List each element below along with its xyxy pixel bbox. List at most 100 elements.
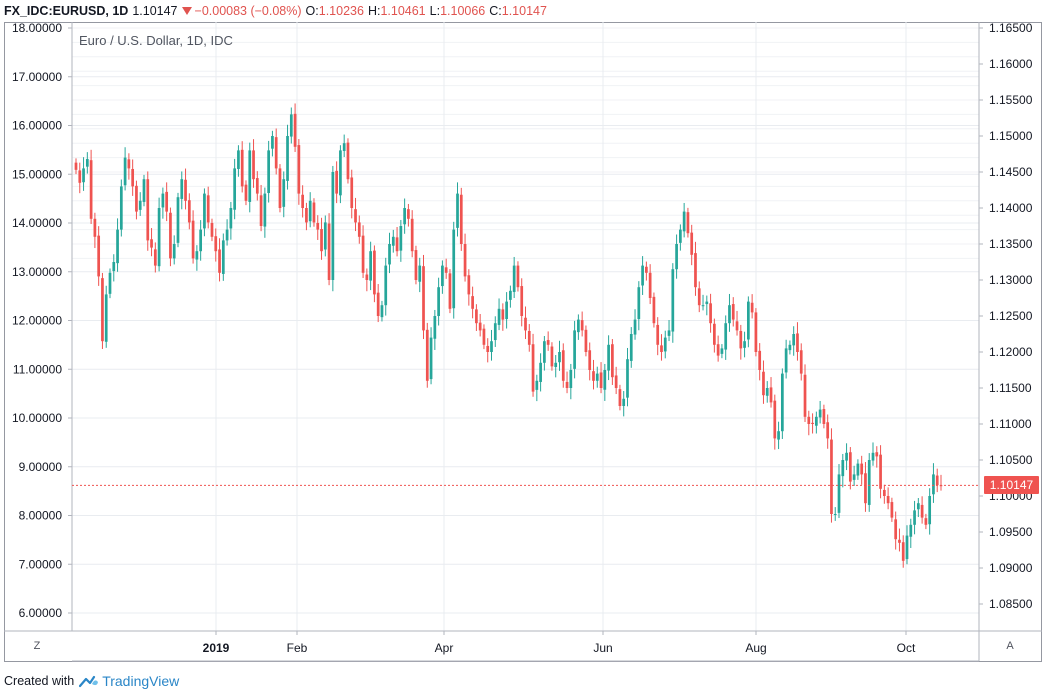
candle-body bbox=[391, 236, 395, 246]
candle-body bbox=[580, 320, 584, 331]
time-axis-ticks: 2019 Feb Apr Jun Aug Oct bbox=[203, 631, 916, 655]
candle-body bbox=[305, 208, 308, 223]
candle-body bbox=[524, 317, 527, 331]
right-tick-label: 1.14000 bbox=[989, 201, 1033, 215]
candle-body bbox=[199, 229, 203, 252]
last-price-value: 1.10147 bbox=[132, 4, 178, 18]
candle-body bbox=[369, 251, 372, 281]
candle-body bbox=[750, 302, 754, 313]
candle-body bbox=[637, 287, 641, 320]
candle-body bbox=[331, 172, 335, 280]
right-tick-label: 1.13000 bbox=[989, 273, 1033, 287]
zoom-button[interactable]: Z bbox=[33, 640, 41, 652]
candle-body bbox=[720, 348, 724, 354]
close-label: C: bbox=[489, 4, 502, 18]
candle-body bbox=[263, 193, 267, 227]
candle-body bbox=[441, 265, 444, 287]
high-value: 1.10461 bbox=[380, 4, 426, 18]
symbol-header: FX_IDC:EURUSD, 1D 1.10147 −0.00083 (−0.0… bbox=[0, 0, 1044, 22]
right-axis-ticks: 1.16500 1.16000 1.15500 1.15000 1.14500 1.140… bbox=[979, 21, 1033, 611]
candle-body bbox=[577, 319, 580, 333]
left-tick-label: 13.00000 bbox=[12, 265, 62, 279]
candle-body bbox=[384, 265, 388, 306]
candle-body bbox=[886, 496, 890, 504]
candle-body bbox=[165, 191, 169, 212]
candle-body bbox=[584, 329, 588, 352]
candle-body bbox=[278, 168, 282, 208]
candle-body bbox=[686, 212, 690, 234]
right-tick-label: 1.09000 bbox=[989, 561, 1033, 575]
candle-body bbox=[735, 321, 739, 331]
candle-body bbox=[150, 239, 153, 248]
candle-body bbox=[697, 288, 701, 306]
candle-body bbox=[739, 330, 743, 349]
candle-body bbox=[248, 150, 252, 202]
candle-body bbox=[539, 362, 542, 382]
candle-body bbox=[743, 341, 746, 348]
tradingview-logo[interactable]: TradingView bbox=[79, 673, 179, 689]
time-tick-label: Feb bbox=[287, 641, 308, 655]
candle-body bbox=[486, 345, 490, 352]
candle-body bbox=[116, 229, 119, 264]
candle-body bbox=[422, 266, 425, 331]
candle-body bbox=[214, 236, 218, 252]
time-tick-label: 2019 bbox=[203, 641, 230, 655]
time-tick-label: Oct bbox=[897, 641, 916, 655]
right-tick-label: 1.08500 bbox=[989, 597, 1033, 611]
candle-body bbox=[203, 193, 206, 229]
candle-body bbox=[210, 222, 214, 237]
candle-body bbox=[845, 452, 848, 461]
candle-body bbox=[267, 150, 271, 194]
candle-body bbox=[452, 229, 456, 309]
right-tick-label: 1.16500 bbox=[989, 21, 1033, 35]
candle-body bbox=[176, 197, 180, 243]
candle-body bbox=[848, 452, 852, 482]
candle-body bbox=[433, 316, 437, 339]
candle-body bbox=[161, 193, 165, 208]
candle-body bbox=[607, 344, 610, 371]
candle-body bbox=[841, 460, 845, 477]
candle-body bbox=[252, 150, 255, 180]
left-tick-label: 11.00000 bbox=[13, 362, 62, 376]
candle-body bbox=[803, 374, 807, 417]
right-tick-label: 1.15000 bbox=[989, 129, 1033, 143]
left-tick-label: 18.00000 bbox=[12, 21, 62, 35]
candle-body bbox=[373, 250, 376, 295]
candle-body bbox=[520, 286, 524, 316]
candle-body bbox=[864, 473, 867, 504]
candle-body bbox=[85, 159, 89, 167]
high-label: H: bbox=[367, 4, 381, 18]
right-tick-label: 1.12000 bbox=[989, 345, 1033, 359]
candle-body bbox=[169, 212, 172, 259]
created-with-label: Created with bbox=[4, 674, 75, 688]
candle-body bbox=[414, 250, 418, 280]
candle-body bbox=[769, 387, 773, 403]
last-price-badge: 1.10147 bbox=[984, 476, 1039, 495]
candle-body bbox=[157, 208, 161, 267]
left-axis-ticks: 18.00000 17.00000 16.00000 15.00000 14.00000… bbox=[12, 21, 72, 620]
candle-body bbox=[799, 350, 803, 374]
candle-body bbox=[195, 251, 199, 260]
candle-body bbox=[671, 269, 675, 332]
auto-scale-button[interactable]: A bbox=[1006, 640, 1014, 652]
candle-body bbox=[867, 460, 871, 505]
candle-body bbox=[327, 223, 331, 280]
right-tick-label: 1.13500 bbox=[989, 237, 1033, 251]
left-tick-label: 7.00000 bbox=[19, 557, 63, 571]
candle-body bbox=[833, 514, 837, 515]
candle-body bbox=[758, 350, 762, 370]
candle-body bbox=[74, 162, 78, 170]
candle-body bbox=[93, 218, 97, 237]
left-tick-label: 15.00000 bbox=[12, 167, 62, 181]
left-tick-label: 9.00000 bbox=[19, 460, 63, 474]
candle-body bbox=[871, 452, 875, 461]
candle-body bbox=[728, 305, 731, 324]
candle-body bbox=[675, 244, 678, 270]
symbol-label: FX_IDC:EURUSD, 1D bbox=[4, 4, 129, 18]
candle-body bbox=[350, 177, 354, 208]
candle-body bbox=[346, 142, 350, 180]
candle-body bbox=[875, 452, 879, 457]
candle-body bbox=[244, 184, 248, 201]
candle-body bbox=[852, 474, 856, 480]
